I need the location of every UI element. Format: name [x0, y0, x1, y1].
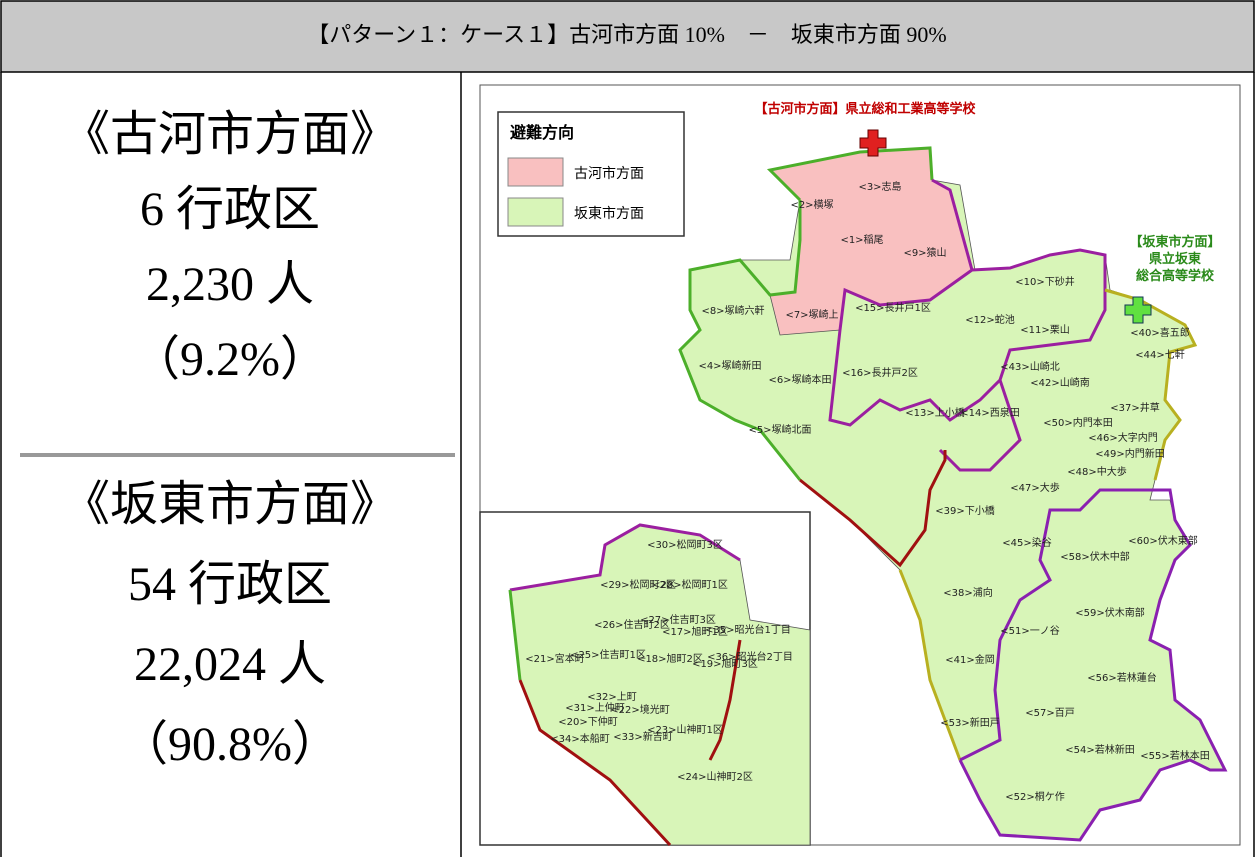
district-label: <41>金岡: [945, 653, 994, 666]
district-label: <44>七軒: [1135, 349, 1184, 361]
district-label: <23>山神町1区: [647, 723, 723, 736]
district-label: <5>塚崎北面: [748, 423, 811, 436]
district-label: <25>住吉町1区: [570, 648, 646, 661]
school-label: 【古河市方面】県立総和工業高等学校: [754, 101, 976, 117]
district-label: <53>新田戸: [940, 716, 999, 729]
district-label: <57>百戸: [1025, 707, 1074, 719]
district-label: <48>中大歩: [1067, 465, 1126, 478]
district-label: <2>横塚: [790, 198, 833, 211]
district-label: <15>長井戸1区: [855, 301, 931, 314]
district-label: <45>染谷: [1002, 536, 1051, 549]
district-label: <8>塚崎六軒: [701, 304, 764, 317]
district-label: <12>蛇池: [965, 313, 1014, 326]
district-label: <58>伏木中部: [1060, 550, 1129, 563]
district-label: <39>下小橋: [935, 504, 994, 517]
percent: （9.2%）: [132, 333, 328, 386]
district-label: <43>山崎北: [1000, 360, 1059, 373]
header-title: 【パターン１：ケース１】古河市方面 10% － 坂東市方面 90%: [307, 22, 946, 47]
legend-item: 古河市方面: [574, 165, 644, 182]
district-label: <30>松岡町3区: [647, 538, 723, 551]
district-label: <60>伏木東部: [1128, 534, 1197, 547]
heading: 《古河市方面》: [62, 108, 398, 161]
district-label: <24>山神町2区: [677, 770, 753, 783]
district-label: <47>大歩: [1010, 481, 1059, 494]
district-label: <9>猿山: [903, 246, 946, 259]
district-label: <22>境光町: [610, 703, 669, 716]
districts: 54 行政区: [128, 558, 332, 611]
district-label: <40>喜五郎: [1130, 326, 1189, 339]
district-label: <13>上小橋: [905, 406, 964, 419]
district-label: <20>下仲町: [558, 715, 617, 728]
district-label: <59>伏木南部: [1075, 606, 1144, 619]
district-label: <10>下砂井: [1015, 275, 1074, 288]
district-label: <4>塚崎新田: [698, 359, 761, 372]
school-label: 県立坂東: [1149, 251, 1201, 267]
district-label: <32>上町: [587, 691, 636, 703]
district-label: <14>西泉田: [960, 406, 1019, 419]
district-label: <42>山崎南: [1030, 376, 1089, 389]
legend-swatch: [508, 158, 563, 186]
legend-swatch: [508, 198, 563, 226]
legend-item: 坂東市方面: [574, 205, 644, 222]
district-label: <11>栗山: [1020, 324, 1069, 336]
percent: （90.8%）: [120, 718, 340, 771]
legend-title: 避難方向: [510, 123, 574, 142]
districts: 6 行政区: [140, 183, 320, 236]
district-label: <56>若林蓮台: [1087, 671, 1156, 684]
district-label: <55>若林本田: [1140, 749, 1209, 762]
district-label: <35>昭光台1丁目: [705, 623, 791, 636]
district-label: <26>住吉町2区: [594, 618, 670, 631]
district-label: <51>一ノ谷: [1000, 625, 1059, 637]
school-label: 総合高等学校: [1136, 268, 1215, 284]
district-label: <16>長井戸2区: [842, 366, 918, 379]
district-label: <52>桐ケ作: [1005, 790, 1064, 803]
district-label: <6>塚崎本田: [768, 373, 831, 386]
district-label: <3>志島: [858, 180, 901, 193]
district-label: <37>井草: [1110, 401, 1159, 414]
district-label: <46>大字内門: [1088, 431, 1157, 444]
school-label: 【坂東市方面】: [1129, 234, 1220, 250]
heading: 《坂東市方面》: [62, 478, 398, 531]
page: 【パターン１：ケース１】古河市方面 10% － 坂東市方面 90% 《古河市方面…: [0, 0, 1255, 857]
people: 2,230 人: [146, 258, 314, 311]
district-label: <7>塚崎上: [785, 308, 838, 321]
district-label: <50>内門本田: [1043, 416, 1112, 429]
district-label: <36>昭光台2丁目: [707, 650, 793, 663]
district-label: <34>本船町: [550, 732, 609, 745]
district-label: <1>稲尾: [840, 234, 883, 246]
district-label: <38>浦向: [943, 586, 992, 599]
district-label: <28>松岡町1区: [652, 578, 728, 591]
district-label: <54>若林新田: [1065, 743, 1134, 756]
people: 22,024 人: [134, 638, 326, 691]
district-label: <49>内門新田: [1095, 447, 1164, 460]
